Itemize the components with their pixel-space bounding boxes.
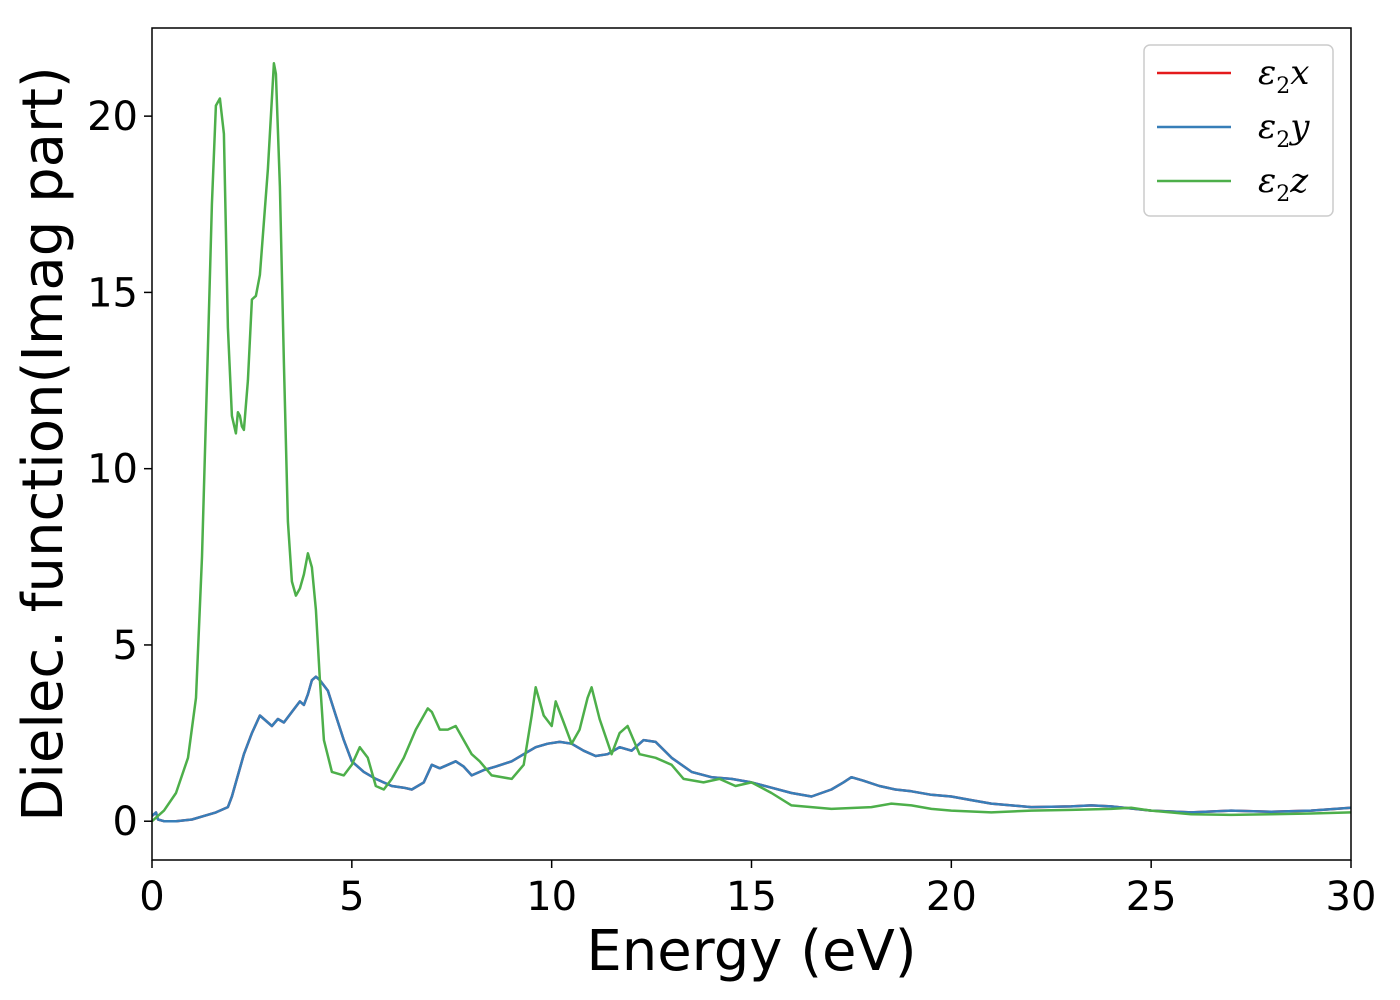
legend-label: ε2x (1258, 53, 1309, 99)
y-axis-label: Dielec. function(Imag part) (11, 66, 76, 822)
x-tick-label: 0 (139, 874, 164, 920)
y-tick-label: 20 (87, 94, 138, 140)
x-tick-label: 15 (726, 874, 777, 920)
y-tick-label: 15 (87, 270, 138, 316)
series-line-x (152, 675, 1351, 823)
x-tick-label: 30 (1326, 874, 1377, 920)
x-tick-label: 20 (926, 874, 977, 920)
x-tick-label: 25 (1126, 874, 1177, 920)
x-tick-label: 5 (339, 874, 364, 920)
legend-box (1143, 44, 1334, 217)
x-tick-label: 10 (526, 874, 577, 920)
legend-item-z: ε2z (1157, 161, 1309, 207)
legend-item-x: ε2x (1157, 53, 1309, 99)
legend: ε2x ε2y ε2z (1143, 44, 1334, 217)
plot-series (152, 62, 1351, 823)
legend-label: ε2z (1258, 161, 1309, 207)
series-line-z (152, 62, 1351, 823)
x-axis-label: Energy (eV) (586, 919, 916, 984)
legend-entries: ε2x ε2y ε2z (1157, 53, 1310, 207)
y-tick-label: 0 (113, 799, 138, 845)
y-tick-label: 10 (87, 447, 138, 493)
legend-item-y: ε2y (1157, 107, 1310, 153)
y-tick-label: 5 (113, 623, 138, 669)
legend-label: ε2y (1258, 107, 1310, 153)
x-axis-ticks: 0 5 10 15 20 25 30 (139, 860, 1376, 920)
y-axis-ticks: 0 5 10 15 20 (87, 94, 152, 845)
series-line-y (152, 675, 1351, 823)
